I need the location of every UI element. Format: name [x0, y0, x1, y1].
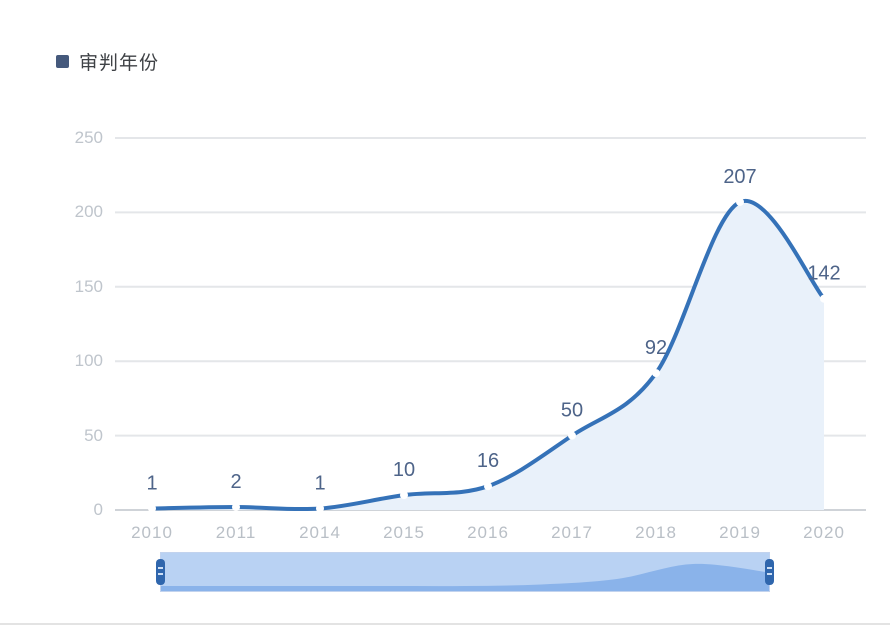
data-point-marker [232, 503, 240, 512]
bottom-divider [0, 623, 890, 625]
data-point-marker [568, 431, 576, 440]
data-point-label: 1 [314, 473, 325, 495]
data-point-marker [820, 294, 828, 303]
data-point-marker [316, 504, 324, 513]
y-tick-label: 250 [74, 128, 103, 147]
data-point-label: 92 [645, 337, 667, 359]
x-tick-label: 2019 [719, 523, 761, 542]
x-tick-label: 2018 [635, 523, 677, 542]
datazoom-data-shadow [161, 563, 769, 591]
x-tick-label: 2015 [383, 523, 425, 542]
y-tick-label: 0 [93, 500, 103, 519]
y-tick-label: 100 [74, 351, 103, 371]
datazoom-shadow-area [161, 563, 769, 591]
series-line [150, 198, 826, 512]
x-tick-label: 2014 [299, 523, 341, 542]
x-tick-label: 2017 [551, 523, 593, 542]
data-point-marker [736, 197, 744, 206]
y-tick-label: 50 [84, 425, 103, 445]
x-tick-label: 2011 [215, 523, 257, 542]
legend-marker-icon [56, 55, 69, 68]
x-tick-label: 2020 [803, 523, 845, 542]
series-area-fill [152, 200, 824, 511]
data-point-label: 207 [723, 166, 756, 188]
data-point-label: 10 [393, 459, 415, 481]
y-tick-label: 150 [74, 276, 103, 296]
x-tick-label: 2010 [131, 523, 173, 542]
y-tick-label: 200 [74, 202, 103, 222]
data-point-label: 50 [561, 400, 583, 422]
legend-item-trial-year[interactable]: 审判年份 [56, 48, 159, 75]
data-point-marker [484, 482, 492, 491]
data-point-marker [400, 491, 408, 500]
data-point-label: 142 [807, 263, 840, 285]
datazoom-right-handle-icon[interactable] [765, 559, 774, 585]
legend-label: 审判年份 [79, 53, 160, 74]
datazoom-slider-track[interactable] [156, 552, 774, 592]
data-point-label: 2 [230, 471, 241, 493]
data-point-label: 16 [477, 450, 499, 472]
x-tick-label: 2016 [467, 523, 509, 542]
datazoom-left-handle-icon[interactable] [156, 559, 165, 585]
data-point-marker [148, 504, 156, 513]
line-chart-plot-area: 1 2 1 10 16 50 92 207 142 [115, 137, 866, 513]
data-point-label: 1 [146, 473, 157, 495]
data-point-marker [652, 369, 660, 378]
